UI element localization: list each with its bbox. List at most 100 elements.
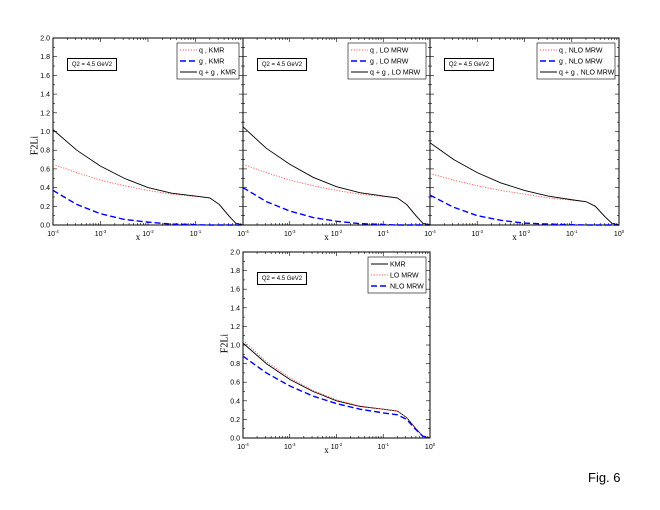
tick-exponent: -2 — [339, 442, 343, 447]
x-tick-label: 10-4 — [237, 442, 249, 451]
tick-base: 10 — [47, 231, 55, 238]
y-tick-label: 0.2 — [40, 204, 50, 211]
tick-base: 10 — [425, 444, 433, 451]
x-tick-label: 10-4 — [424, 229, 436, 238]
tick-base: 10 — [95, 231, 103, 238]
y-tick-label: 1.0 — [40, 129, 50, 136]
x-axis-label: x — [136, 232, 141, 242]
legend-label: LO MRW — [390, 273, 419, 280]
series-line-2 — [242, 186, 430, 226]
legend-label: NLO MRW — [390, 284, 424, 291]
tick-exponent: -1 — [574, 229, 578, 234]
tick-exponent: -3 — [103, 229, 107, 234]
tick-base: 10 — [284, 231, 292, 238]
tick-exponent: -2 — [339, 229, 343, 234]
tick-base: 10 — [377, 231, 385, 238]
tick-base: 10 — [377, 444, 385, 451]
tick-base: 10 — [331, 231, 339, 238]
x-tick-label: 100 — [425, 442, 436, 451]
legend-label: KMR — [390, 262, 406, 269]
tick-base: 10 — [142, 231, 150, 238]
x-axis-label: x — [324, 445, 329, 455]
series-line-1 — [429, 173, 620, 226]
series-line-1 — [242, 342, 431, 439]
y-tick-label: 0.8 — [230, 361, 240, 368]
annotation-box-1: Q2 = 4.5 GeV2 — [67, 58, 117, 71]
y-tick-label: 1.2 — [230, 324, 240, 331]
series-line-3 — [429, 142, 620, 226]
tick-base: 10 — [519, 231, 527, 238]
series-line-2 — [52, 189, 243, 226]
y-tick-label: 1.2 — [40, 110, 50, 117]
y-tick-label: 1.4 — [40, 92, 50, 99]
tick-exponent: -4 — [245, 442, 249, 447]
x-tick-label: 10-3 — [284, 229, 296, 238]
y-tick-label: 0.6 — [230, 380, 240, 387]
x-tick-label: 100 — [614, 229, 625, 238]
legend-label: q , NLO MRW — [559, 48, 603, 55]
tick-exponent: -4 — [432, 229, 436, 234]
legend-label: q + g , NLO MRW — [559, 70, 615, 77]
x-tick-label: 10-3 — [284, 442, 296, 451]
chart-panel-4: 10-4 10-3 10-2 10-1 1000.00.20.40.60.81.01.2… — [230, 250, 435, 456]
series-line-2 — [429, 194, 619, 226]
x-tick-label: 10-2 — [519, 229, 531, 238]
y-tick-label: 0.8 — [40, 148, 50, 155]
y-tick-label: 1.8 — [40, 54, 50, 61]
y-tick-label: 2.0 — [40, 36, 50, 43]
tick-base: 10 — [237, 444, 245, 451]
tick-base: 10 — [237, 231, 245, 238]
y-tick-label: 0.0 — [230, 436, 240, 443]
x-tick-label: 10-1 — [566, 229, 578, 238]
y-tick-label: 2.0 — [230, 250, 240, 257]
tick-base: 10 — [614, 231, 622, 238]
tick-base: 10 — [331, 444, 339, 451]
legend-label: g , LO MRW — [370, 59, 409, 66]
x-tick-label: 10-1 — [190, 229, 202, 238]
x-tick-label: 10-2 — [142, 229, 154, 238]
x-tick-label: 10-2 — [331, 229, 343, 238]
y-tick-label: 1.6 — [40, 73, 50, 80]
tick-exponent: -4 — [55, 229, 59, 234]
tick-exponent: -3 — [479, 229, 483, 234]
tick-base: 10 — [424, 231, 432, 238]
y-tick-label: 1.6 — [230, 287, 240, 294]
tick-exponent: -1 — [198, 229, 202, 234]
annotation-box-4: Q2 = 4.5 GeV2 — [257, 272, 307, 285]
y-axis-label-1: F2Li — [29, 135, 41, 156]
x-axis-label: x — [324, 232, 329, 242]
annotation-box-3: Q2 = 4.5 GeV2 — [444, 58, 494, 71]
tick-exponent: -2 — [150, 229, 154, 234]
tick-exponent: 0 — [622, 229, 625, 234]
legend-label: q , KMR — [199, 48, 224, 55]
tick-exponent: -3 — [292, 229, 296, 234]
y-tick-label: 0.0 — [40, 223, 50, 230]
series-line-3 — [242, 126, 431, 226]
tick-exponent: -3 — [292, 442, 296, 447]
tick-exponent: -1 — [385, 229, 389, 234]
tick-exponent: -4 — [245, 229, 249, 234]
series-line-1 — [52, 163, 244, 226]
y-tick-label: 1.8 — [230, 268, 240, 275]
y-tick-label: 0.4 — [40, 185, 50, 192]
tick-base: 10 — [190, 231, 198, 238]
annotation-box-2: Q2 = 4.5 GeV2 — [257, 58, 307, 71]
y-tick-label: 1.4 — [230, 305, 240, 312]
figure-label: Fig. 6 — [588, 470, 621, 485]
x-tick-label: 10-4 — [237, 229, 249, 238]
y-tick-label: 0.4 — [230, 398, 240, 405]
y-tick-label: 1.0 — [230, 343, 240, 350]
series-line-3 — [242, 355, 431, 439]
chart-panel-1: 10-4 10-3 10-2 10-10.00.20.40.60.81.01.21.4… — [40, 36, 244, 242]
x-axis-label: x — [512, 232, 517, 242]
series-line-1 — [242, 163, 431, 226]
legend-box — [176, 42, 240, 80]
tick-exponent: 0 — [433, 442, 436, 447]
tick-base: 10 — [566, 231, 574, 238]
x-tick-label: 10-3 — [471, 229, 483, 238]
tick-base: 10 — [471, 231, 479, 238]
legend-label: q + g , LO MRW — [370, 70, 421, 77]
